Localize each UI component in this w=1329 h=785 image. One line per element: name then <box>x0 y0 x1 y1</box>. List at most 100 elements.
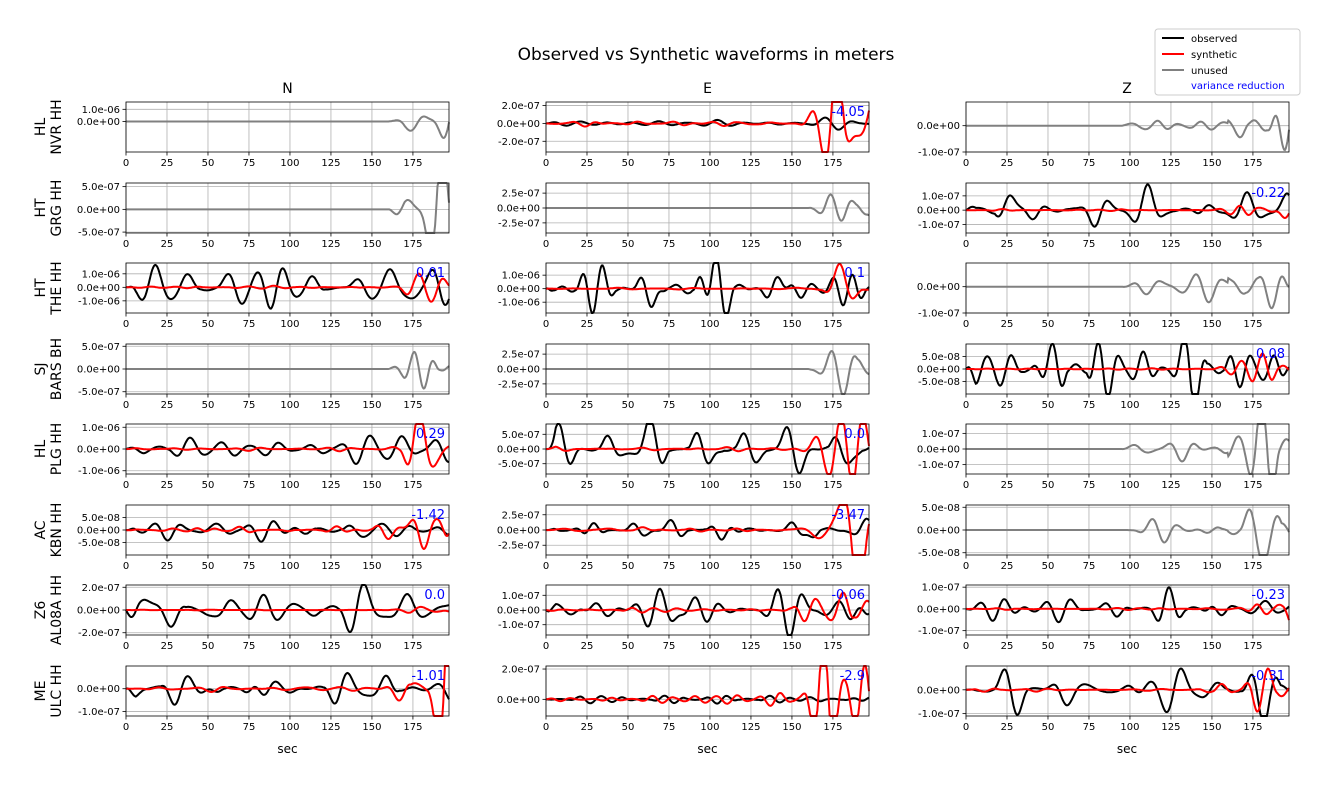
x-tick-label: 150 <box>782 239 801 250</box>
x-tick-label: 100 <box>1120 158 1139 169</box>
waveform-panel-e: 0 25 50 75 100 125 150 175 1.0e-07 0.0e+00 -1.0e-0… <box>497 584 870 652</box>
x-tick-label: 150 <box>362 722 381 733</box>
synthetic-waveform <box>545 101 870 153</box>
x-tick-label: 75 <box>243 400 256 411</box>
waveform-panel-n: 0 25 50 75 100 125 150 175 5.0e-07 0.0e+00 -5.0e-0… <box>77 182 450 250</box>
x-tick-label: 50 <box>1042 400 1055 411</box>
station-network-label: Z6 <box>33 601 49 620</box>
x-tick-label: 175 <box>823 722 842 733</box>
x-tick-label: 125 <box>321 319 340 330</box>
x-tick-label: 125 <box>741 641 760 652</box>
y-tick-label: 0.0e+00 <box>77 283 120 294</box>
y-tick-label: 0.0e+00 <box>77 606 120 617</box>
y-tick-label: -1.0e-07 <box>918 709 960 720</box>
legend-label-observed: observed <box>1191 34 1237 45</box>
x-tick-label: 100 <box>700 319 719 330</box>
station-row: HL PLG HH 0 25 50 75 100 125 150 175 1.0e-06 0.0e+0… <box>33 423 1290 491</box>
x-tick-label: 150 <box>1202 158 1221 169</box>
x-tick-label: 150 <box>362 480 381 491</box>
x-tick-label: 150 <box>362 641 381 652</box>
x-tick-label: 175 <box>403 158 422 169</box>
panel-frame <box>545 584 870 636</box>
x-tick-label: 175 <box>1243 641 1262 652</box>
x-tick-label: 25 <box>161 400 174 411</box>
x-tick-label: 50 <box>1042 239 1055 250</box>
unused-waveform <box>966 508 1290 556</box>
y-tick-label: -5.0e-08 <box>78 538 120 549</box>
y-tick-label: -1.0e-07 <box>918 309 960 320</box>
x-tick-label: 125 <box>1161 641 1180 652</box>
station-code-label: AL08A HH <box>49 575 65 645</box>
x-tick-label: 125 <box>321 561 340 572</box>
x-tick-label: 0 <box>963 239 969 250</box>
x-tick-label: 100 <box>1120 319 1139 330</box>
x-tick-label: 125 <box>321 239 340 250</box>
x-tick-label: 0 <box>543 641 549 652</box>
y-tick-label: -1.0e-06 <box>78 466 120 477</box>
y-tick-label: -1.0e-07 <box>918 148 960 159</box>
x-tick-label: 75 <box>1083 239 1096 250</box>
variance-reduction-label: 0.0 <box>424 588 445 603</box>
x-tick-label: 125 <box>1161 319 1180 330</box>
y-tick-label: 1.0e-06 <box>82 423 120 434</box>
waveform-panel-z: 0 25 50 75 100 125 150 175 5.0e-08 0.0e+00 -5.0e-0… <box>917 503 1290 572</box>
x-tick-label: 175 <box>823 561 842 572</box>
x-tick-label: 25 <box>161 641 174 652</box>
x-tick-label: 75 <box>243 239 256 250</box>
x-tick-label: 150 <box>1202 239 1221 250</box>
x-tick-label: 50 <box>622 722 635 733</box>
x-tick-label: 125 <box>1161 722 1180 733</box>
x-tick-label: 100 <box>700 722 719 733</box>
y-tick-label: 0.0e+00 <box>497 365 540 376</box>
x-tick-label: 125 <box>1161 239 1180 250</box>
x-tick-label: 75 <box>663 641 676 652</box>
x-tick-label: 25 <box>581 239 594 250</box>
waveform-panel-z: 0 25 50 75 100 125 150 175 0.0e+00 -1.0e-07 <box>917 262 1290 330</box>
variance-reduction-label: -1.01 <box>411 669 445 684</box>
x-tick-label: 75 <box>243 641 256 652</box>
variance-reduction-label: -0.23 <box>1251 588 1285 603</box>
panel-frame <box>965 343 1290 395</box>
y-tick-label: -2.0e-07 <box>498 137 540 148</box>
station-row: HT THE HH 0 25 50 75 100 125 150 175 1.0e-06 0.0e+0… <box>33 261 1290 330</box>
panel-frame <box>965 262 1290 314</box>
y-tick-label: 2.5e-07 <box>502 189 540 200</box>
station-code-label: NVR HH <box>49 99 65 154</box>
x-tick-label: 125 <box>741 158 760 169</box>
unused-waveform <box>126 182 450 234</box>
x-tick-label: 0 <box>543 722 549 733</box>
x-tick-label: 150 <box>1202 319 1221 330</box>
x-tick-label: 100 <box>280 400 299 411</box>
y-tick-label: 0.0e+00 <box>77 684 120 695</box>
x-tick-label: 25 <box>581 319 594 330</box>
x-tick-label: 0 <box>543 158 549 169</box>
x-tick-label: 0 <box>123 239 129 250</box>
x-tick-label: 75 <box>663 158 676 169</box>
observed-waveform <box>965 586 1290 624</box>
x-tick-label: 125 <box>321 722 340 733</box>
y-tick-label: 5.0e-08 <box>82 513 120 524</box>
column-title-n: N <box>282 81 292 97</box>
x-tick-label: 50 <box>1042 319 1055 330</box>
x-tick-label: 100 <box>700 239 719 250</box>
x-tick-label: 125 <box>741 239 760 250</box>
y-tick-label: 2.5e-07 <box>502 510 540 521</box>
x-tick-label: 100 <box>280 239 299 250</box>
panel-frame <box>125 504 450 556</box>
x-tick-label: 0 <box>123 561 129 572</box>
station-network-label: HT <box>33 278 49 298</box>
x-tick-label: 175 <box>403 722 422 733</box>
x-tick-label: 0 <box>963 319 969 330</box>
x-tick-label: 175 <box>823 400 842 411</box>
variance-reduction-label: -4.05 <box>831 105 865 120</box>
legend-frame <box>1154 28 1301 96</box>
panel-frame <box>965 101 1290 153</box>
y-tick-label: 0.0e+00 <box>497 526 540 537</box>
unused-waveform <box>546 350 870 395</box>
x-tick-label: 0 <box>123 158 129 169</box>
x-tick-label: 175 <box>403 400 422 411</box>
y-tick-label: -5.0e-08 <box>918 377 960 388</box>
synthetic-waveform <box>545 665 870 717</box>
unused-waveform <box>966 273 1290 310</box>
x-tick-label: 50 <box>202 319 215 330</box>
